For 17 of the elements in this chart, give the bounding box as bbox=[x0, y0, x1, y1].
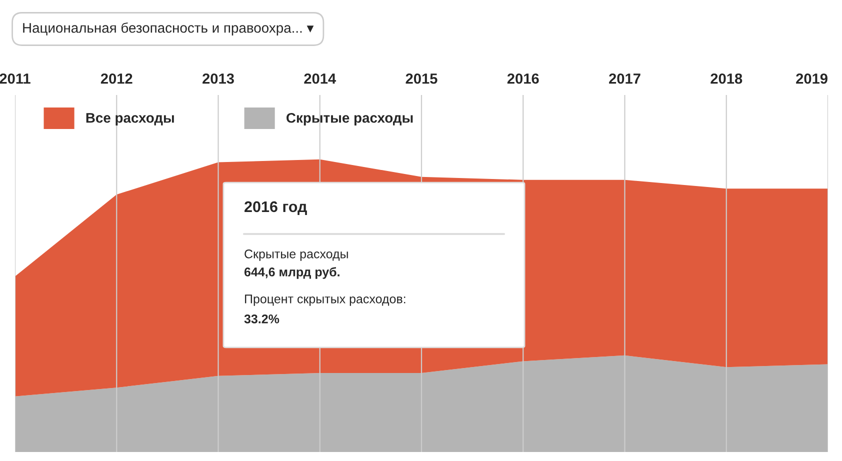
x-tick-label: 2012 bbox=[100, 73, 132, 84]
annotation: 644,6 млрд руб. bbox=[244, 267, 340, 279]
x-tick-label: 2017 bbox=[609, 73, 640, 84]
annotation: 2016 год bbox=[244, 201, 307, 215]
text: Национальная безопасность и правоохра... ▾ bbox=[23, 22, 314, 36]
x-tick-label: 2016 bbox=[507, 73, 539, 84]
x-tick-label: 2011 bbox=[0, 73, 30, 84]
legend-label: Скрытые расходы bbox=[286, 112, 413, 126]
annotation: Скрытые расходы bbox=[244, 250, 348, 261]
x-tick-label: 2015 bbox=[406, 73, 438, 84]
annotation: 33.2% bbox=[244, 314, 280, 324]
annotation: Процент скрытых расходов: bbox=[245, 294, 406, 306]
x-tick-label: 2019 bbox=[796, 73, 828, 84]
x-tick-label: 2018 bbox=[710, 73, 742, 84]
legend-label: Все расходы bbox=[86, 113, 174, 126]
x-tick-label: 2014 bbox=[304, 73, 336, 84]
x-tick-label: 2013 bbox=[202, 73, 234, 84]
